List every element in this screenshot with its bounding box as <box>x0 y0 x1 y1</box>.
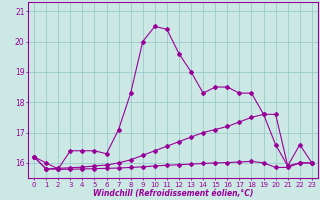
X-axis label: Windchill (Refroidissement éolien,°C): Windchill (Refroidissement éolien,°C) <box>93 189 253 198</box>
